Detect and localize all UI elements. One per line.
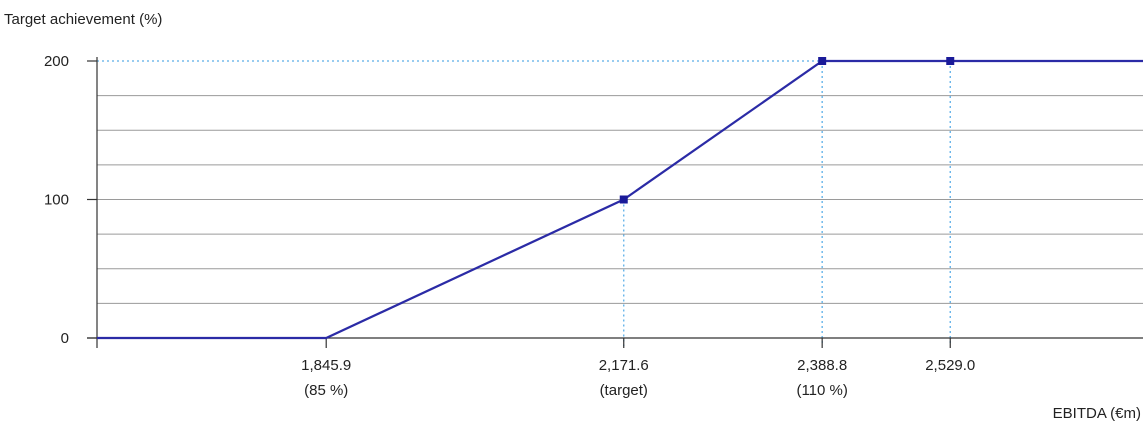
x-tick-label: 2,171.6	[599, 357, 649, 374]
data-point-marker	[619, 195, 628, 204]
y-tick-label: 200	[44, 53, 69, 70]
data-point-marker	[818, 57, 827, 65]
data-point-marker	[946, 57, 955, 65]
y-axis-label: Target achievement (%)	[4, 11, 162, 28]
x-tick-sublabel: (85 %)	[304, 382, 348, 399]
y-tick-label: 100	[44, 192, 69, 209]
series-line	[97, 59, 1143, 340]
x-tick-label: 1,845.9	[301, 357, 351, 374]
y-tick-label: 0	[61, 330, 69, 347]
x-axis-label: EBITDA (€m)	[1053, 405, 1141, 422]
x-tick-sublabel: (target)	[600, 382, 648, 399]
x-tick-label: 2,529.0	[925, 357, 975, 374]
x-tick-sublabel: (110 %)	[796, 382, 847, 399]
x-tick-label: 2,388.8	[797, 357, 847, 374]
